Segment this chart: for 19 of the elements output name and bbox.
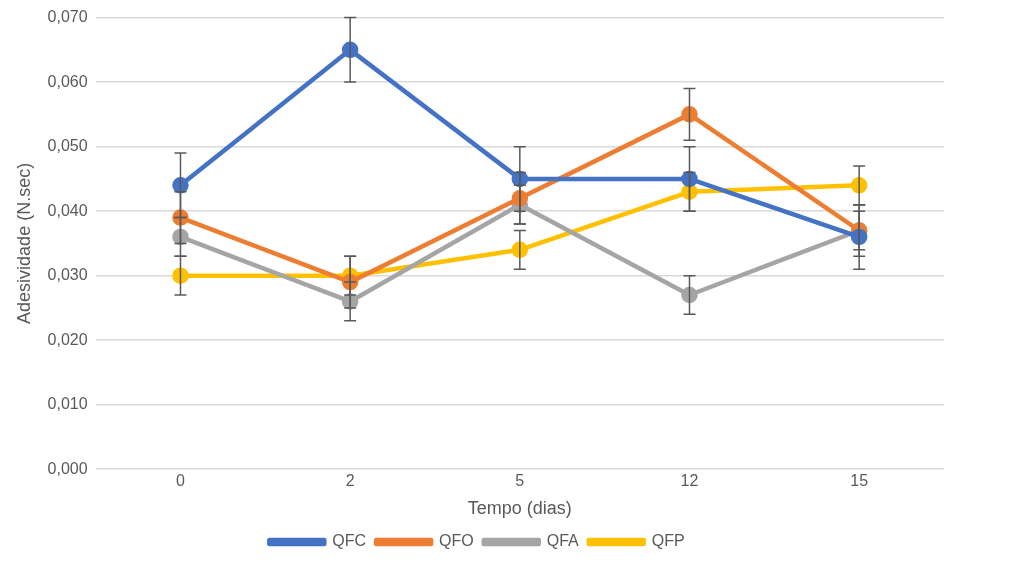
y-tick-label: 0,040 [47,201,88,219]
legend-label: QFC [332,532,367,550]
x-tick-label: 5 [515,472,525,490]
y-tick-label: 0,020 [47,330,88,348]
y-tick-label: 0,030 [47,266,88,284]
x-tick-label: 2 [345,472,355,490]
y-tick-label: 0,050 [47,137,88,155]
y-tick-label: 0,070 [47,8,88,26]
legend-label: QFP [651,532,685,550]
y-tick-label: 0,060 [47,72,88,90]
legend-label: QFA [546,532,580,550]
y-tick-label: 0,010 [47,395,88,413]
y-axis-title: Adesividade (N.sec) [13,162,34,324]
y-tick-label: 0,000 [47,459,88,477]
x-tick-label: 0 [176,472,186,490]
x-tick-label: 12 [680,472,699,490]
x-tick-label: 15 [850,472,869,490]
x-axis-title: Tempo (dias) [467,498,572,519]
legend-label: QFO [439,532,474,550]
